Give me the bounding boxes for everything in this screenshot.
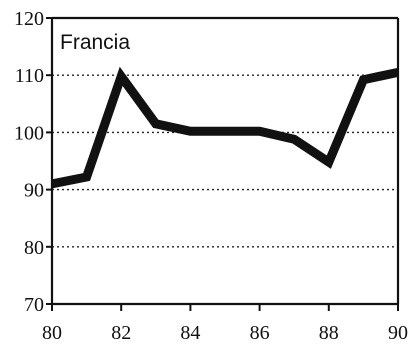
series-layer	[51, 66, 399, 189]
x-tick-label-86: 86	[250, 322, 270, 344]
y-tick-label-120: 120	[14, 8, 44, 30]
axis-layer	[50, 16, 400, 306]
tick-layer: 70 80 90 100 110 120 80 82 84 86 88 90	[14, 8, 408, 344]
y-tick-label-110: 110	[15, 65, 44, 87]
x-tick-label-84: 84	[180, 322, 200, 344]
y-tick-label-90: 90	[24, 180, 44, 202]
x-tick-label-82: 82	[111, 322, 131, 344]
y-tick-label-80: 80	[24, 237, 44, 259]
grid-layer	[52, 74, 398, 248]
y-tick-label-70: 70	[24, 294, 44, 316]
y-tick-label-100: 100	[14, 122, 44, 144]
x-tick-label-88: 88	[319, 322, 339, 344]
x-tick-label-80: 80	[42, 322, 62, 344]
series-label: Francia	[60, 31, 130, 54]
series-line-francia	[51, 66, 399, 189]
x-tick-label-90: 90	[388, 322, 408, 344]
